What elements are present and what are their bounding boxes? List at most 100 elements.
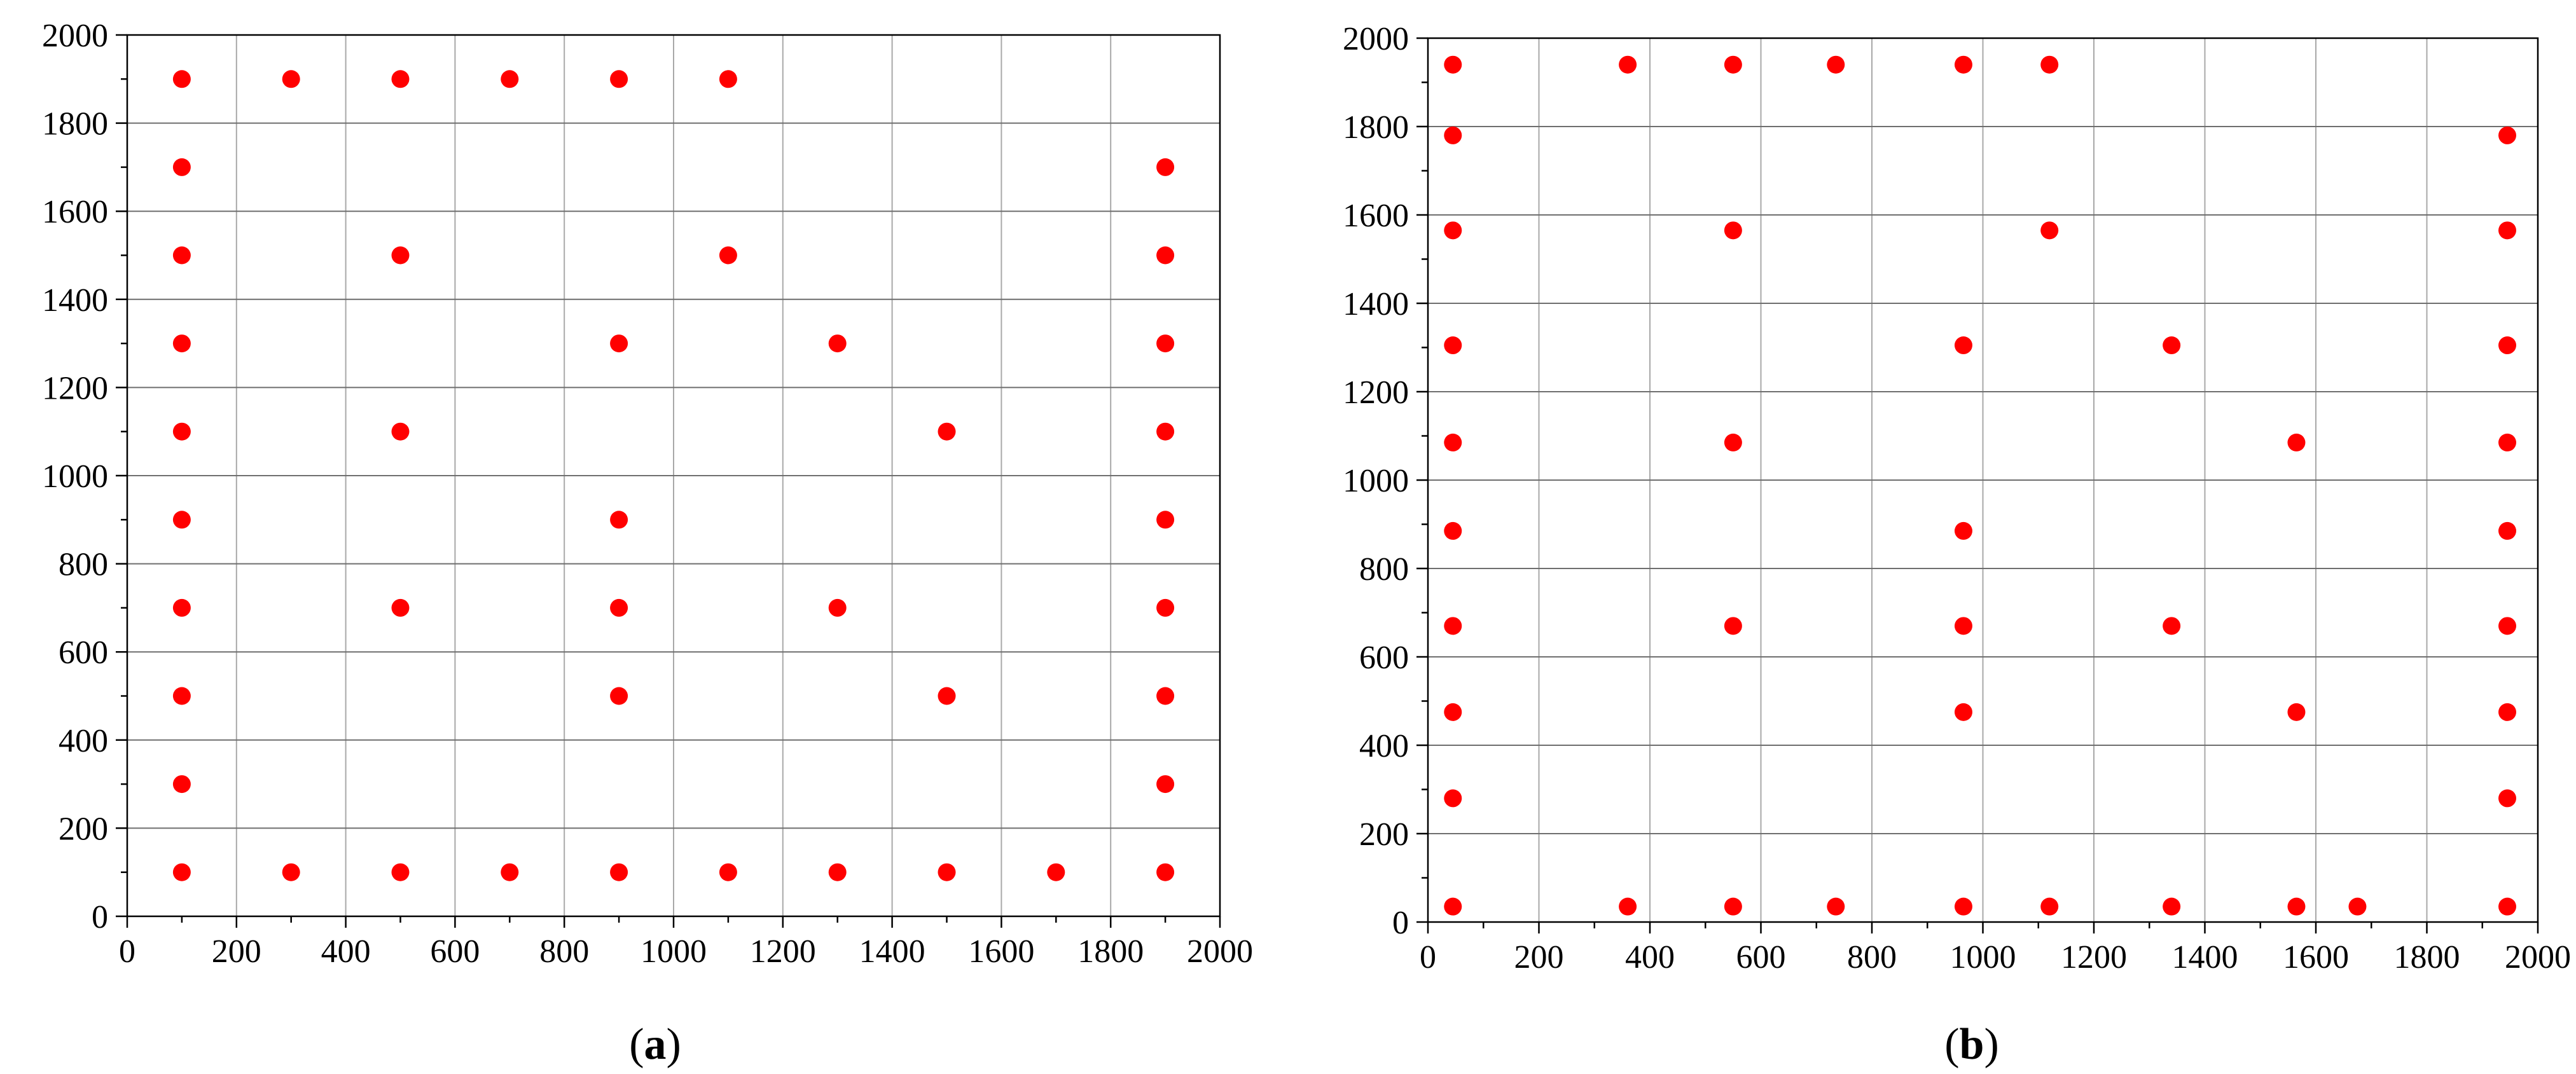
x-tick-label: 1600 [2283,939,2349,975]
data-point [2498,521,2517,540]
data-point [1156,158,1175,176]
data-point [391,598,410,617]
data-point [1827,897,1845,916]
y-tick-label: 0 [1392,905,1409,941]
data-point [1156,422,1175,441]
caption-close: ) [1984,1020,1998,1069]
data-point [391,863,410,881]
caption-letter: b [1960,1020,1984,1069]
data-point [2498,789,2517,808]
x-tick-label: 800 [539,933,589,970]
y-tick-label: 1000 [1343,463,1409,499]
x-tick-label: 2000 [2505,939,2571,975]
data-point [172,863,191,881]
data-point [1156,511,1175,529]
y-tick-label: 1400 [42,282,108,319]
data-point [2040,897,2059,916]
data-point [1619,897,1637,916]
points-b [1444,55,2517,916]
data-point [2498,617,2517,635]
data-point [2163,617,2181,635]
data-point [172,70,191,88]
y-tick-label: 400 [59,723,108,759]
data-point [2498,126,2517,144]
caption-close: ) [667,1020,681,1069]
data-point [282,70,300,88]
data-point [1954,521,1972,540]
scatter-chart-b: 0 200 400 600 800 1000 1200 1400 1600 1800 2000 0 20… [1343,21,2571,1069]
data-point [1724,55,1742,74]
x-tick-label: 1800 [2394,939,2460,975]
data-point [1444,521,1462,540]
data-point [1724,897,1742,916]
data-point [938,863,956,881]
x-tick-label: 1000 [1950,939,2016,975]
caption-open: ( [629,1020,644,1069]
data-point [2287,897,2306,916]
data-point [1444,55,1462,74]
data-point [2040,221,2059,240]
data-point [1156,334,1175,353]
y-tick-label: 1800 [42,106,108,142]
caption-open: ( [1944,1020,1959,1069]
x-tick-label: 2000 [1187,933,1253,970]
x-tick-label: 400 [321,933,371,970]
x-tick-label: 800 [1847,939,1897,975]
y-tick-label: 1200 [1343,375,1409,411]
y-tick-label: 600 [59,635,108,671]
y-tick-label: 1600 [1343,198,1409,234]
data-point [1444,703,1462,721]
ticks-b [1416,37,2539,933]
y-tick-label: 0 [92,899,108,935]
data-point [1724,221,1742,240]
y-tick-label: 800 [59,547,108,583]
points-a [172,70,1175,881]
data-point [610,863,628,881]
data-point [391,70,410,88]
data-point [1954,617,1972,635]
data-point [2498,897,2517,916]
data-point [938,687,956,705]
data-point [172,598,191,617]
data-point [1724,617,1742,635]
data-point [719,863,737,881]
data-point [610,511,628,529]
data-point [1954,703,1972,721]
data-point [719,70,737,88]
data-point [172,511,191,529]
data-point [501,70,519,88]
data-point [1444,897,1462,916]
data-point [938,422,956,441]
data-point [1619,55,1637,74]
data-point [391,422,410,441]
caption-a: (a) [629,1020,681,1069]
data-point [1954,897,1972,916]
data-point [828,598,847,617]
data-point [2348,897,2367,916]
data-point [1156,775,1175,794]
data-point [1156,598,1175,617]
data-point [610,687,628,705]
data-point [1827,55,1845,74]
x-tick-label: 1400 [859,933,925,970]
data-point [1954,55,1972,74]
data-point [1444,221,1462,240]
x-tick-label: 1000 [641,933,707,970]
data-point [172,246,191,265]
data-point [2163,336,2181,355]
data-point [1444,789,1462,808]
y-tick-label: 1600 [42,194,108,230]
y-tick-label: 200 [1359,816,1409,853]
data-point [172,687,191,705]
data-point [610,334,628,353]
data-point [1724,433,1742,451]
y-tick-label: 1400 [1343,286,1409,322]
data-point [1156,246,1175,265]
data-point [719,246,737,265]
x-tick-label: 1200 [750,933,816,970]
y-tick-label: 800 [1359,551,1409,588]
caption-b: (b) [1944,1020,1999,1069]
y-tick-label: 2000 [1343,21,1409,57]
y-tick-label: 1800 [1343,109,1409,146]
grid-b [1427,38,2538,923]
